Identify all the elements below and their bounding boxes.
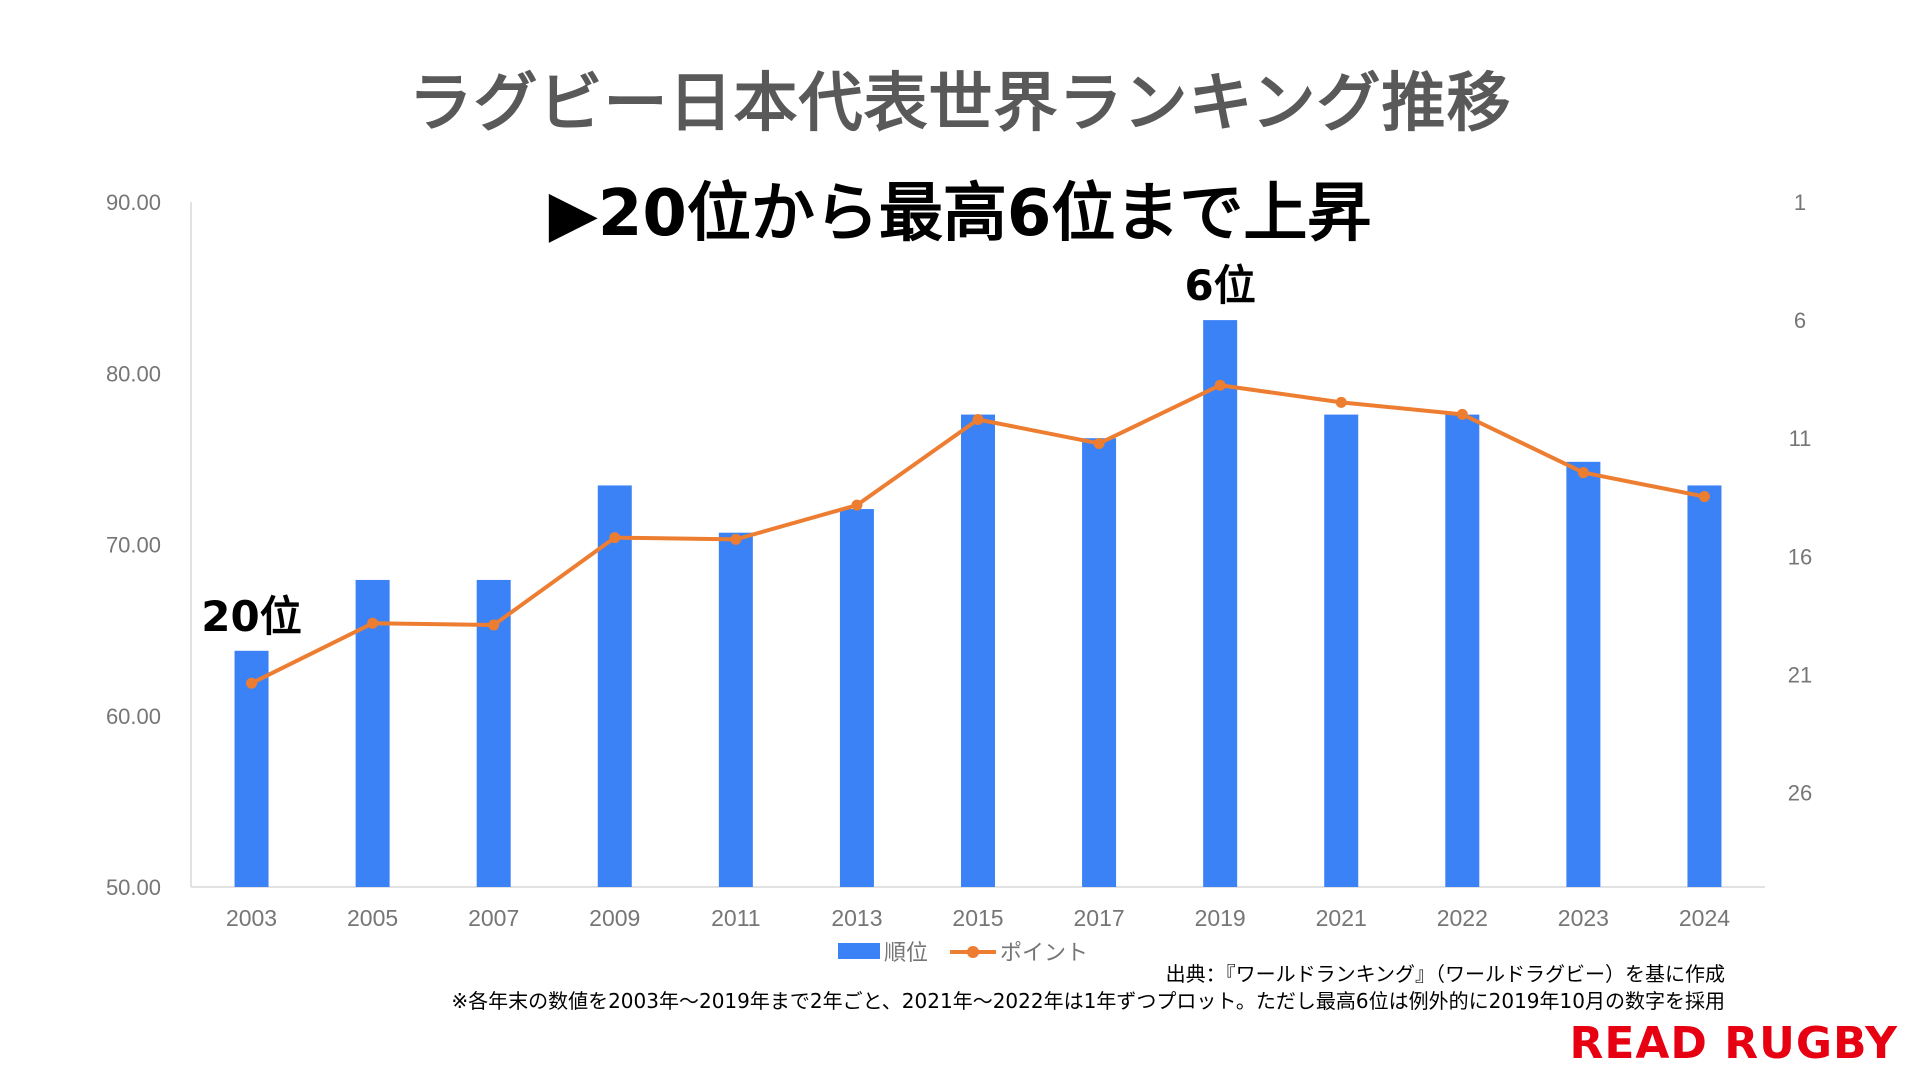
y-left-tick-label: 80.00 <box>106 361 161 386</box>
x-tick-label: 2009 <box>589 905 640 931</box>
line-point <box>1577 467 1589 479</box>
x-tick-label: 2003 <box>226 905 277 931</box>
x-tick-label: 2019 <box>1195 905 1246 931</box>
x-tick-label: 2021 <box>1316 905 1367 931</box>
legend: 順位 ポイント <box>838 935 1088 967</box>
line-point <box>1335 396 1347 408</box>
x-tick-label: 2017 <box>1073 905 1124 931</box>
x-tick-label: 2024 <box>1679 905 1730 931</box>
read-rugby-logo: READ RUGBY <box>1569 1018 1898 1069</box>
annotation-label: 6位 <box>1185 261 1256 310</box>
legend-bar-swatch <box>838 943 880 959</box>
y-left-tick-label: 90.00 <box>106 190 161 215</box>
bar <box>1566 461 1601 887</box>
y-right-tick-label: 1 <box>1794 190 1806 215</box>
line-point <box>972 413 984 425</box>
legend-line-swatch <box>950 943 997 959</box>
line-point <box>488 619 500 631</box>
line-point <box>1456 408 1468 420</box>
bar <box>1082 438 1117 887</box>
bar <box>597 485 632 887</box>
line-point <box>851 499 863 511</box>
line-point <box>1214 379 1226 391</box>
bar <box>718 532 753 887</box>
chart-title: ラグビー日本代表世界ランキング推移 <box>408 67 1512 141</box>
bar <box>1203 320 1238 887</box>
y-right-tick-label: 26 <box>1788 781 1812 806</box>
line-point <box>1698 491 1710 503</box>
bar <box>1687 485 1722 887</box>
line-point <box>246 677 258 689</box>
x-tick-label: 2023 <box>1558 905 1609 931</box>
y-right-tick-label: 16 <box>1788 544 1812 569</box>
x-tick-label: 2015 <box>952 905 1003 931</box>
annotation-label: 20位 <box>201 592 301 641</box>
bar <box>839 509 874 887</box>
y-right-tick-label: 6 <box>1794 308 1806 333</box>
line-point <box>730 533 742 545</box>
bar <box>234 650 269 887</box>
line-point <box>609 532 621 544</box>
legend-label-rank: 順位 <box>884 941 929 966</box>
x-tick-label: 2011 <box>711 905 760 931</box>
y-right-tick-label: 21 <box>1788 662 1812 687</box>
x-tick-label: 2022 <box>1437 905 1488 931</box>
y-left-tick-label: 70.00 <box>106 533 161 558</box>
y-right-tick-label: 11 <box>1789 426 1812 451</box>
legend-label-points: ポイント <box>1000 941 1089 966</box>
x-tick-label: 2005 <box>347 905 398 931</box>
x-tick-label: 2013 <box>831 905 882 931</box>
bar <box>961 414 995 887</box>
note-text: ※各年末の数値を2003年～2019年まで2年ごと、2021年～2022年は1年… <box>451 989 1725 1013</box>
line-point <box>1093 437 1105 449</box>
bar <box>476 579 511 887</box>
y-left-tick-label: 60.00 <box>106 704 161 729</box>
bar <box>1324 414 1359 887</box>
y-left-tick-label: 50.00 <box>106 875 161 900</box>
bar <box>1445 414 1480 887</box>
chart-subtitle: ▶20位から最高6位まで上昇 <box>548 177 1372 251</box>
x-tick-label: 2007 <box>468 905 519 931</box>
source-text: 出典：『ワールドランキング』（ワールドラグビー）を基に作成 <box>1165 962 1725 986</box>
line-point <box>367 617 379 629</box>
